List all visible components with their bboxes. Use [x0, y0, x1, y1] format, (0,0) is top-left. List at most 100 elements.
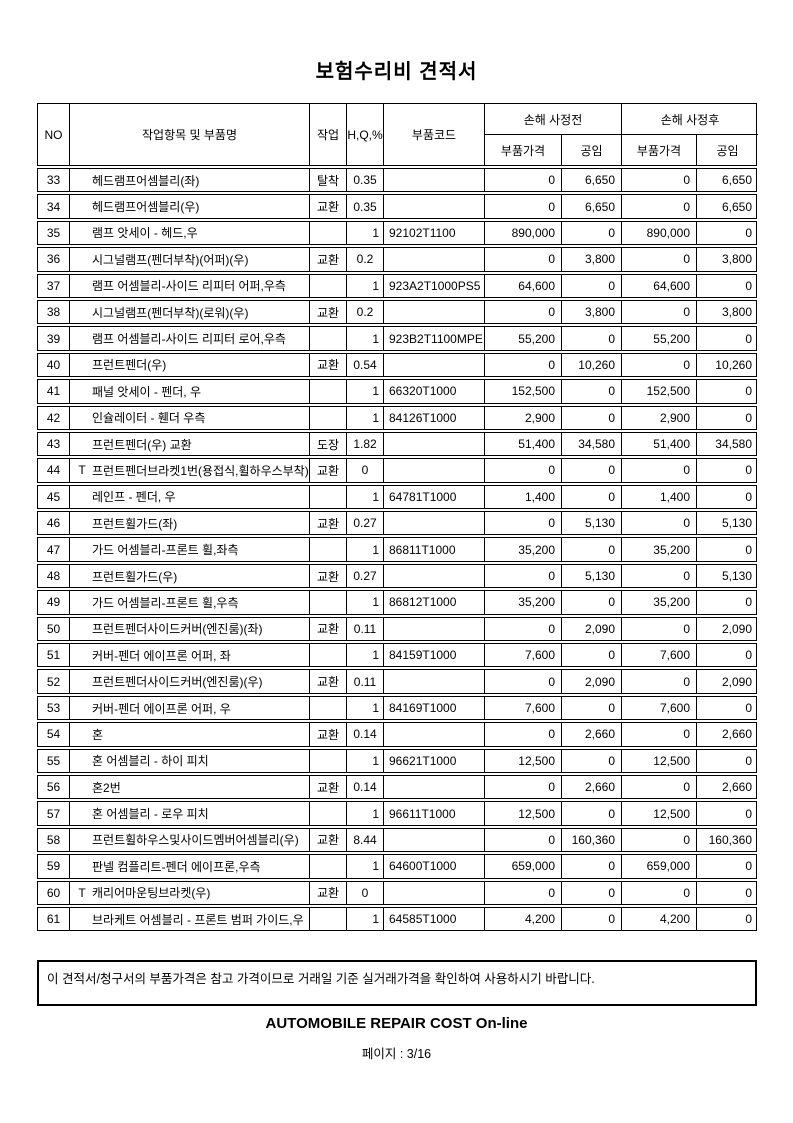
table-row: 42 인슐레이터 - 휀더 우측 1 84126T1000 2,900 0 2,900 0	[37, 405, 757, 430]
cell-labor-after: 0	[696, 907, 758, 931]
cell-hq-value: 0.35	[346, 169, 383, 192]
cell-work-type: 교환	[309, 353, 346, 377]
cell-part-price-before: 55,200	[484, 327, 561, 350]
table-header: NO 작업항목 및 부품명 작업 H,Q,% 부품코드 손해 사정전 손해 사정…	[37, 103, 758, 166]
cell-part-code	[383, 459, 484, 482]
cell-part-price-before: 0	[484, 617, 561, 641]
cell-work-type	[309, 907, 346, 931]
header-before-group: 손해 사정전	[484, 104, 621, 134]
cell-work-type	[309, 485, 346, 509]
item-name-text: 프런트휠하우스및사이드멤버어셈블리(우)	[92, 833, 299, 848]
cell-hq-value: 0.2	[346, 300, 383, 324]
cell-part-code: 64600T1000	[383, 855, 484, 878]
cell-labor-before: 2,090	[561, 670, 621, 693]
cell-work-type	[309, 538, 346, 561]
cell-hq-value: 0	[346, 459, 383, 482]
cell-work-type: 교환	[309, 881, 346, 904]
page-title: 보험수리비 견적서	[315, 61, 478, 83]
item-name-text: 프런트휠가드(우)	[92, 569, 178, 584]
cell-part-code: 96611T1000	[383, 802, 484, 825]
cell-labor-after: 0	[696, 380, 758, 403]
cell-labor-before: 0	[561, 644, 621, 667]
table-row: 61 브라케트 어셈블리 - 프론트 범퍼 가이드,우 1 64585T1000 4,2…	[37, 906, 758, 932]
cell-labor-after: 0	[696, 802, 758, 825]
cell-item-name: 프런트펜더사이드커버(엔진룸)(좌)	[69, 617, 309, 641]
t-marker: T	[78, 885, 86, 900]
cell-item-name: 레인프 - 펜더, 우	[69, 485, 309, 509]
cell-item-name: 혼 어셈블리 - 하이 피치	[69, 749, 309, 772]
cell-work-type	[309, 696, 346, 720]
cell-part-code	[383, 828, 484, 852]
item-name-text: 캐리어마운팅브라켓(우)	[92, 886, 211, 901]
table-row: 48 프런트휠가드(우) 교환 0.27 0 5,130 0 5,130	[37, 563, 757, 589]
table-row: 58 프런트휠하우스및사이드멤버어셈블리(우) 교환 8.44 0 160,360 0 160…	[37, 827, 757, 853]
cell-part-price-before: 0	[484, 775, 561, 799]
cell-part-code: 84126T1000	[383, 406, 484, 429]
item-name-text: 브라케트 어셈블리 - 프론트 범퍼 가이드,우	[92, 912, 304, 927]
cell-item-name: 프런트휠가드(우)	[69, 564, 309, 588]
cell-row-no: 53	[46, 701, 61, 715]
cell-work-type	[309, 406, 346, 429]
cell-hq-value: 0.14	[346, 723, 383, 746]
cell-part-price-before: 12,500	[484, 749, 561, 772]
table-row: 59 판넬 컴플리트-펜더 에이프론,우측 1 64600T1000 659,000 0 6…	[37, 854, 757, 879]
cell-row-no: 44	[46, 463, 61, 478]
cell-labor-after: 6,650	[696, 195, 758, 218]
cell-work-type: 교환	[309, 723, 346, 746]
cell-labor-after: 0	[696, 221, 758, 245]
cell-work-type: 교환	[309, 828, 346, 852]
cell-row-no: 41	[46, 384, 61, 399]
cell-part-code	[383, 670, 484, 693]
cell-part-price-before: 51,400	[484, 432, 561, 456]
cell-labor-before: 10,260	[561, 353, 621, 377]
item-name-text: 커버-펜더 에이프론 어퍼, 좌	[92, 648, 231, 663]
cell-part-price-after: 0	[621, 353, 696, 377]
cell-labor-after: 0	[696, 881, 758, 904]
table-row: 38 시그널램프(펜더부착)(로워)(우) 교환 0.2 0 3,800 0 3,800	[37, 299, 758, 325]
cell-item-name: 혼 어셈블리 - 로우 피치	[69, 802, 309, 825]
table-row: 52 프런트펜더사이드커버(엔진룸)(우) 교환 0.11 0 2,090 0 2,090	[37, 669, 758, 694]
cell-hq-value: 8.44	[346, 828, 383, 852]
item-name-text: 판넬 컴플리트-펜더 에이프론,우측	[92, 859, 261, 874]
table-body: 33 헤드램프어셈블리(좌) 탈착 0.35 0 6,650 0 6,650 34 헤드램프어셈블…	[37, 168, 758, 932]
header-labor-after: 공임	[696, 134, 758, 165]
cell-part-price-before: 0	[484, 169, 561, 192]
cell-row-no: 54	[46, 727, 61, 742]
cell-labor-before: 0	[561, 327, 621, 350]
item-name-text: 프런트펜더브라켓1번(용접식,휠하우스부착)	[92, 463, 309, 478]
cell-part-price-after: 0	[621, 248, 696, 271]
cell-part-price-before: 0	[484, 828, 561, 852]
table-row: 35 램프 앗세이 - 헤드,우 1 92102T1100 890,000 0 890,00…	[37, 220, 758, 246]
cell-hq-value: 1	[346, 907, 383, 931]
cell-part-code	[383, 353, 484, 377]
table-row: 47 가드 어셈블리-프론트 휠,좌측 1 86811T1000 35,200 0 35,2…	[37, 537, 757, 562]
header-after-group: 손해 사정후	[621, 104, 758, 134]
cell-part-code: 86812T1000	[383, 591, 484, 614]
table-row: 36 시그널램프(펜더부착)(어퍼)(우) 교환 0.2 0 3,800 0 3,800	[37, 247, 757, 272]
cell-labor-after: 2,090	[696, 670, 758, 693]
cell-work-type: 탈착	[309, 169, 346, 192]
cell-hq-value: 1.82	[346, 432, 383, 456]
cell-labor-after: 2,090	[696, 617, 758, 641]
cell-item-name: 커버-펜더 에이프론 어퍼, 우	[69, 696, 309, 720]
cell-labor-after: 34,580	[696, 432, 758, 456]
item-name-text: 프런트펜더사이드커버(엔진룸)(좌)	[92, 622, 263, 637]
cell-part-code: 64585T1000	[383, 907, 484, 931]
cell-row-no: 47	[46, 542, 61, 557]
cell-part-code: 84169T1000	[383, 696, 484, 720]
cell-labor-after: 0	[696, 327, 758, 350]
cell-row-no: 59	[46, 859, 61, 874]
cell-part-price-after: 0	[621, 459, 696, 482]
cell-row-no: 35	[46, 225, 61, 240]
cell-part-price-before: 0	[484, 512, 561, 535]
cell-labor-after: 0	[696, 274, 758, 297]
cell-labor-after: 3,800	[696, 300, 758, 324]
header-part-price-after: 부품가격	[621, 134, 696, 165]
cell-part-price-before: 4,200	[484, 907, 561, 931]
cell-item-name: 시그널램프(펜더부착)(로워)(우)	[69, 300, 309, 324]
item-name-text: 가드 어셈블리-프론트 휠,좌측	[92, 543, 239, 558]
cell-labor-after: 0	[696, 644, 758, 667]
cell-row-no: 39	[46, 331, 61, 346]
table-row: 57 혼 어셈블리 - 로우 피치 1 96611T1000 12,500 0 12,500…	[37, 801, 758, 826]
cell-hq-value: 0.2	[346, 248, 383, 271]
